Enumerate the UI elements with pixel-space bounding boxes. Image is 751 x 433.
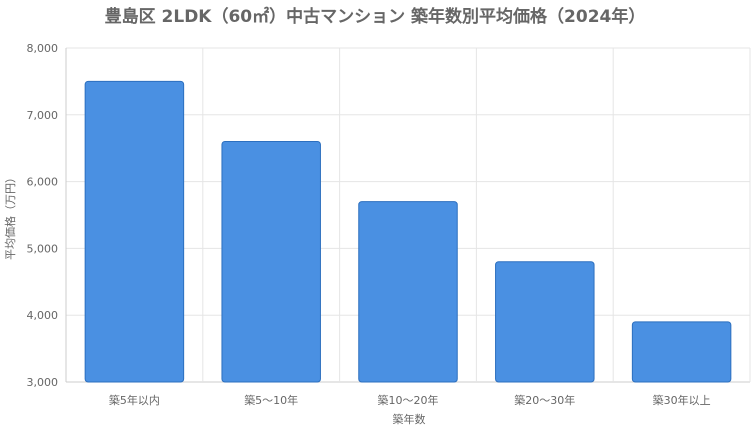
bar — [358, 201, 458, 383]
y-tick-label: 6,000 — [27, 176, 59, 189]
chart-title: 豊島区 2LDK（60㎡）中古マンション 築年数別平均価格（2024年） — [105, 6, 646, 27]
bar — [631, 321, 732, 383]
x-tick-label: 築10〜20年 — [378, 393, 439, 407]
y-axis-title: 平均価格（万円） — [3, 172, 17, 260]
x-tick-label: 築5年以内 — [109, 393, 160, 407]
bar — [221, 141, 321, 383]
bars — [84, 80, 732, 383]
y-tick-label: 5,000 — [27, 242, 59, 255]
y-tick-label: 8,000 — [27, 42, 59, 55]
x-tick-label: 築5〜10年 — [244, 393, 298, 407]
x-tick-label: 築20〜30年 — [514, 393, 575, 407]
bar — [495, 261, 595, 383]
y-tick-label: 3,000 — [27, 376, 59, 389]
y-tick-label: 4,000 — [27, 309, 59, 322]
x-tick-label: 築30年以上 — [653, 393, 711, 407]
bar — [84, 80, 185, 383]
y-tick-label: 7,000 — [27, 109, 59, 122]
x-axis-title: 築年数 — [393, 412, 426, 426]
x-axis-ticks: 築5年以内 築5〜10年 築10〜20年 築20〜30年 築30年以上 — [109, 393, 711, 407]
y-axis-ticks: 3,000 4,000 5,000 6,000 7,000 8,000 — [27, 42, 59, 389]
